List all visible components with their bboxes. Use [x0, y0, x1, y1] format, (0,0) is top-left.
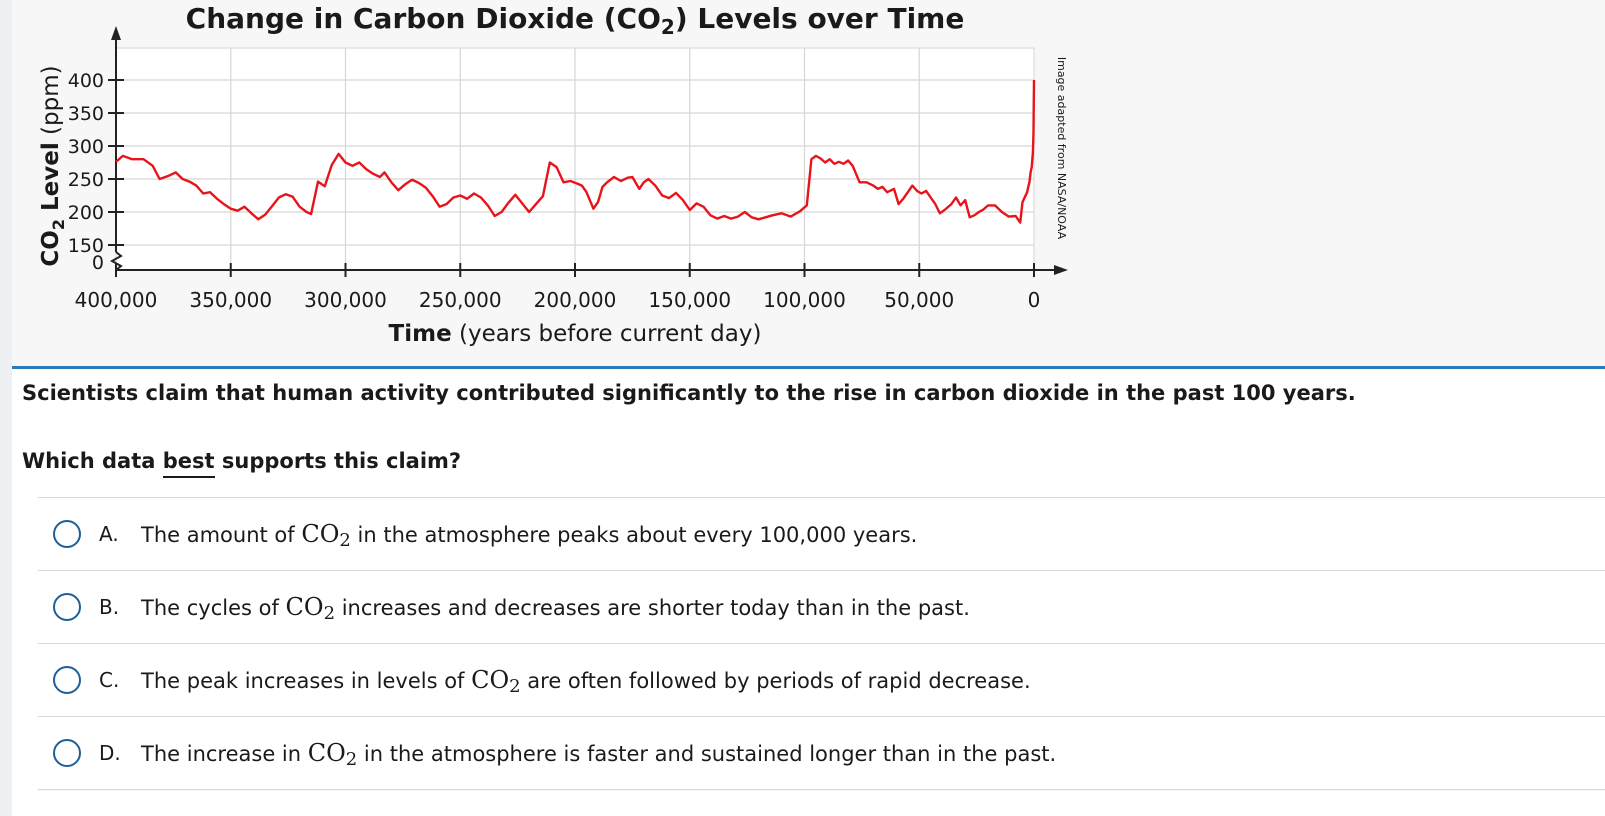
choice-letter: B. [99, 595, 120, 619]
y-tick-label-zero: 0 [92, 252, 104, 274]
answer-choices: A. The amount of CO2 in the atmosphere p… [38, 497, 1605, 790]
choice-letter: D. [99, 741, 121, 765]
x-tick-label: 250,000 [419, 288, 502, 312]
radio-button-b[interactable] [53, 593, 81, 621]
emphasis-best: best [162, 447, 215, 478]
x-tick-label: 0 [1028, 288, 1041, 312]
y-tick-label: 250 [68, 169, 104, 191]
y-axis-label: CO2 Level (ppm) [38, 65, 68, 266]
x-tick-label: 200,000 [534, 288, 617, 312]
radio-button-c[interactable] [53, 666, 81, 694]
choice-letter: A. [99, 522, 119, 546]
section-divider [12, 366, 1605, 369]
co2-formula: CO2 [301, 520, 351, 551]
question-prompt: Which data best supports this claim? [22, 447, 461, 478]
choice-c[interactable]: C. The peak increases in levels of CO2 a… [38, 644, 1605, 717]
series-layer [115, 79, 1036, 224]
co2-formula: CO2 [285, 593, 336, 624]
x-tick-label: 300,000 [304, 288, 387, 312]
choice-text: The amount of CO2 in the atmosphere peak… [141, 520, 918, 551]
radio-button-d[interactable] [53, 739, 81, 767]
choice-text: The cycles of CO2 increases and decrease… [141, 593, 970, 624]
choice-a[interactable]: A. The amount of CO2 in the atmosphere p… [38, 498, 1605, 571]
choice-b[interactable]: B. The cycles of CO2 increases and decre… [38, 571, 1605, 644]
radio-button-a[interactable] [53, 520, 81, 548]
question-stem: Scientists claim that human activity con… [22, 381, 1356, 405]
y-tick-label: 350 [68, 103, 104, 125]
source-note: Image adapted from NASA/NOAA [1055, 57, 1068, 240]
x-axis-label: Time (years before current day) [389, 321, 762, 347]
y-tick-label: 300 [68, 136, 104, 158]
x-tick-label: 150,000 [648, 288, 731, 312]
co2-line-chart: Change in Carbon Dioxide (CO2) Levels ov… [38, 2, 1068, 347]
y-tick-label: 200 [68, 202, 104, 224]
y-tick-label: 150 [68, 235, 104, 257]
choice-d[interactable]: D. The increase in CO2 in the atmosphere… [38, 717, 1605, 790]
choice-letter: C. [99, 668, 120, 692]
chart-axes [108, 26, 1068, 277]
left-gutter [0, 0, 12, 816]
y-tick-label: 400 [68, 70, 104, 92]
co2-formula: CO2 [307, 739, 358, 770]
y-axis-arrow [111, 26, 121, 40]
co2-series-line [115, 79, 1036, 224]
x-axis-arrow [1054, 265, 1068, 275]
x-tick-label: 350,000 [189, 288, 272, 312]
chart-title: Change in Carbon Dioxide (CO2) Levels ov… [186, 2, 965, 39]
x-tick-label: 50,000 [884, 288, 954, 312]
chart-figure: Change in Carbon Dioxide (CO2) Levels ov… [12, 0, 1605, 366]
x-tick-label: 400,000 [75, 288, 158, 312]
co2-formula: CO2 [471, 666, 521, 697]
x-tick-label: 100,000 [763, 288, 846, 312]
choice-text: The peak increases in levels of CO2 are … [141, 666, 1031, 697]
choice-text: The increase in CO2 in the atmosphere is… [141, 739, 1057, 770]
grid-lines [115, 47, 1035, 271]
axis-break [109, 251, 123, 271]
